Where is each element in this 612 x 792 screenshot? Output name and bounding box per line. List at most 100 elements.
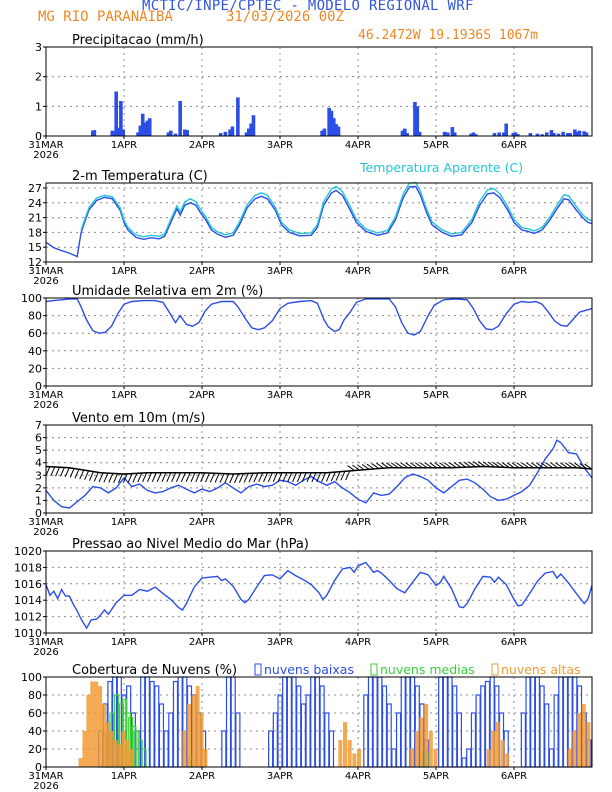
precip-bar <box>492 133 497 136</box>
wind-barb <box>366 463 375 470</box>
cloud-bar-altas <box>102 704 106 767</box>
cloud-bar-altas <box>491 731 496 767</box>
precip-bar <box>549 130 554 136</box>
precip-bar <box>473 134 478 136</box>
y-tick-label: 1016 <box>14 578 42 591</box>
x-tick-label: 4APR <box>345 390 371 401</box>
wind-barb <box>381 462 389 469</box>
x-tick-label: 31MAR <box>28 637 63 648</box>
precip-bar <box>556 133 561 136</box>
y-tick-label: 40 <box>28 725 42 738</box>
y-tick-label: 24 <box>28 197 42 210</box>
x-tick-year: 2026 <box>33 647 58 658</box>
panel-frame <box>45 550 593 634</box>
wind-barb <box>516 462 525 469</box>
precip-bar <box>540 134 544 136</box>
wind-barb <box>253 472 259 483</box>
series-line-cyan <box>80 181 593 238</box>
precip-bar <box>329 110 334 136</box>
wind-barb <box>584 463 592 470</box>
wind-barb <box>429 462 438 469</box>
y-tick-label: 20 <box>28 362 42 375</box>
wind-barb <box>122 473 128 484</box>
precip-bar <box>223 131 228 136</box>
cloud-bar-altas <box>572 731 577 767</box>
wind-barb <box>229 473 235 484</box>
y-tick-label: 3 <box>35 41 42 54</box>
wind-barb <box>434 462 442 469</box>
cloud-bar-altas <box>98 686 103 767</box>
panel-2 <box>43 181 593 265</box>
y-tick-label: 27 <box>28 182 42 195</box>
precip-bar <box>573 129 577 136</box>
wind-barb <box>330 471 336 482</box>
wind-barb <box>458 461 467 468</box>
cloud-bar-altas <box>357 749 362 767</box>
cloud-bar-baixas <box>310 676 316 768</box>
wind-barb <box>316 472 322 482</box>
precip-bar <box>535 133 540 136</box>
wind-barb <box>526 462 534 469</box>
precip-bar <box>116 127 121 136</box>
cloud-bar-baixas <box>282 676 288 768</box>
wind-barb <box>390 462 399 469</box>
precip-bar <box>332 118 336 136</box>
cloud-bar-altas <box>203 749 208 767</box>
wind-barb <box>521 462 529 469</box>
precip-bar <box>114 91 118 136</box>
panel-frame <box>45 182 593 263</box>
cloud-bar-baixas <box>391 748 397 768</box>
cloud-bar-baixas <box>377 676 383 768</box>
cloud-bar-altas <box>182 731 187 767</box>
y-tick-label: 2 <box>35 482 42 495</box>
y-tick-label: 6 <box>35 432 42 445</box>
wind-barb <box>371 463 380 469</box>
precip-bar <box>121 129 126 136</box>
wind-barb <box>103 472 109 483</box>
wind-barb <box>117 473 123 484</box>
y-tick-label: 0 <box>35 130 42 143</box>
cloud-bar-baixas <box>520 712 526 768</box>
cloud-bar-baixas <box>221 730 227 768</box>
header-coordinates: 46.2472W 19.1936S 1067m <box>358 28 539 43</box>
series-line-blue <box>45 561 593 630</box>
legend-apparent-temp: Temperatura Aparente (C) <box>359 160 523 175</box>
wind-barb <box>477 461 486 467</box>
cloud-bar-baixas <box>314 676 321 768</box>
x-tick-label: 6APR <box>501 771 527 782</box>
x-tick-label: 31MAR <box>28 390 63 401</box>
cloud-bar-baixas <box>530 676 536 768</box>
wind-barb <box>166 472 172 482</box>
x-tick-label: 1APR <box>111 266 137 277</box>
precip-bar <box>450 127 455 136</box>
panel-title: 2-m Temperatura (C) <box>72 169 208 184</box>
cloud-bar-altas <box>94 681 99 767</box>
x-tick-year: 2026 <box>33 781 58 792</box>
precip-bar <box>320 130 324 136</box>
wind-barb <box>531 462 539 469</box>
x-tick-label: 2APR <box>189 390 215 401</box>
y-tick-label: 7 <box>35 419 42 432</box>
y-tick-label: 1010 <box>14 627 42 640</box>
panel-frame <box>45 424 593 514</box>
x-tick-label: 5APR <box>423 266 449 277</box>
y-tick-label: 3 <box>35 469 42 482</box>
wind-barb <box>564 462 573 469</box>
cloud-bar-baixas <box>544 703 550 768</box>
wind-barb <box>88 471 94 481</box>
wind-barb <box>545 462 554 469</box>
precip-bar <box>400 130 405 136</box>
x-tick-label: 2APR <box>189 637 215 648</box>
wind-barb <box>311 472 317 482</box>
wind-barb <box>506 462 515 469</box>
wind-barb <box>200 472 206 483</box>
wind-barb <box>272 472 278 482</box>
x-tick-label: 5APR <box>423 140 449 151</box>
cloud-bar-altas <box>78 758 83 767</box>
wind-barb <box>301 472 307 482</box>
wind-barb <box>361 463 370 470</box>
x-tick-label: 1APR <box>111 517 137 528</box>
x-tick-label: 6APR <box>501 517 527 528</box>
y-tick-label: 60 <box>28 327 42 340</box>
